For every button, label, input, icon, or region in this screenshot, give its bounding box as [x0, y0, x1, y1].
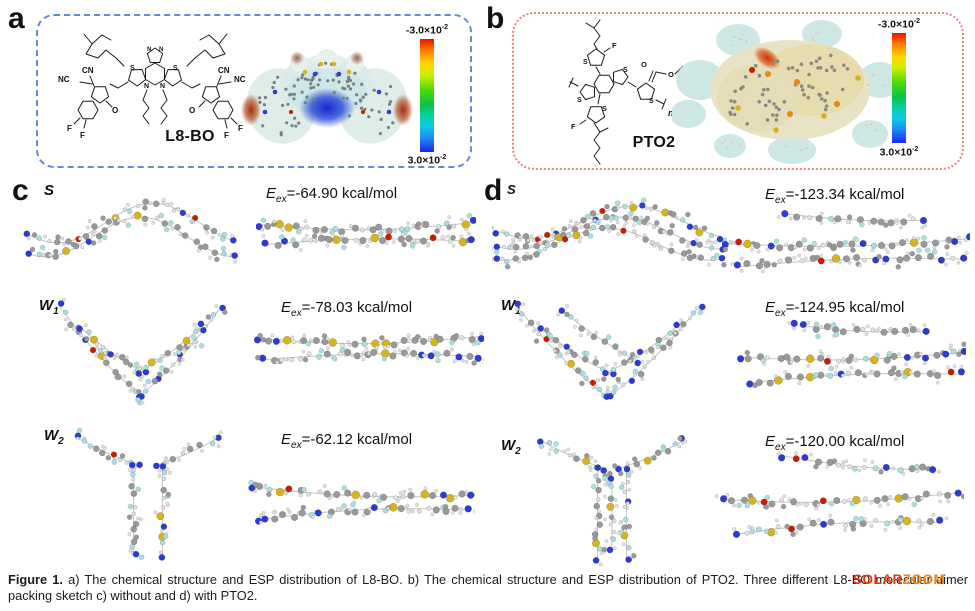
svg-text:F: F [224, 131, 229, 140]
dimer-top-view-c-s [23, 197, 240, 264]
svg-text:S: S [583, 59, 588, 66]
panel-d-label: d [484, 174, 503, 207]
trimer-side-view-d-s [722, 210, 970, 274]
svg-text:N: N [144, 83, 149, 90]
svg-text:S: S [130, 65, 135, 72]
watermark-part1: SOLAR [853, 572, 903, 587]
watermark: SOLARZOOM [853, 572, 945, 588]
config-label-c-w1: W1 [39, 297, 59, 317]
svg-text:F: F [80, 131, 85, 140]
l8bo-esp-surface [241, 49, 413, 144]
svg-text:O: O [668, 70, 674, 79]
svg-text:F: F [571, 122, 576, 131]
trimer-top-view-d-s [492, 197, 727, 270]
svg-text:n: n [668, 108, 674, 118]
trimer-top-view-d-w1 [514, 300, 706, 401]
energy-label-c-w1: Eex=-78.03 kcal/mol [281, 299, 413, 319]
esp-colorbar-b: -3.0×10-2 3.0×10-2 [856, 18, 942, 168]
config-label-d-s: S [507, 182, 516, 197]
trimer-top-view-d-w2 [536, 434, 688, 567]
svg-text:CN: CN [82, 66, 94, 75]
svg-text:S: S [649, 98, 654, 105]
colorbar-top-label: -3.0×10-2 [877, 18, 921, 31]
svg-text:S: S [577, 97, 582, 104]
colorbar-bottom-label: 3.0×10-2 [879, 146, 919, 159]
svg-text:O: O [112, 106, 118, 115]
dimer-top-view-c-w2 [74, 427, 223, 561]
panel-c-label: c [12, 174, 29, 207]
l8bo-name: L8-BO [165, 128, 215, 145]
pto2-name: PTO2 [632, 134, 676, 151]
svg-text:F: F [67, 124, 72, 133]
dimer-side-view-c-s [256, 213, 476, 252]
svg-text:S: S [173, 65, 178, 72]
svg-text:N: N [159, 47, 163, 53]
energy-label-c-s: Eex=-64.90 kcal/mol [266, 185, 398, 205]
dimer-side-view-c-w1 [253, 331, 484, 366]
svg-text:S: S [623, 67, 628, 74]
config-label-c-s: S [44, 182, 55, 199]
energy-label-c-w2: Eex=-62.12 kcal/mol [281, 431, 413, 451]
colorbar-bottom-label: 3.0×10-2 [407, 154, 447, 167]
svg-text:NC: NC [58, 75, 70, 84]
panel-a-box: S S N N N N O F F CN NC O F F CN NC L8-BO -3 [36, 14, 472, 168]
figure-caption: Figure 1. a) The chemical structure and … [8, 572, 968, 604]
svg-text:O: O [189, 106, 195, 115]
dimer-side-view-c-w2 [248, 479, 475, 525]
trimer-side-view-d-w2 [714, 451, 964, 538]
config-label-d-w1: W1 [501, 297, 521, 317]
caption-figure-number: Figure 1. [8, 572, 63, 587]
watermark-part2: ZOOM [902, 572, 946, 587]
svg-text:N: N [147, 47, 151, 53]
svg-text:F: F [612, 41, 617, 50]
panel-b-label: b [486, 2, 505, 35]
pto2-esp-surface [672, 20, 902, 164]
svg-text:NC: NC [234, 75, 246, 84]
svg-text:F: F [238, 124, 243, 133]
config-label-c-w2: W2 [44, 427, 64, 447]
svg-text:O: O [641, 60, 647, 69]
svg-text:N: N [160, 83, 165, 90]
colorbar-gradient [420, 39, 434, 152]
config-label-d-w2: W2 [501, 437, 521, 457]
panel-a-label: a [8, 2, 25, 35]
colorbar-top-label: -3.0×10-2 [405, 24, 449, 37]
trimer-side-view-d-w1 [736, 319, 966, 389]
svg-text:S: S [602, 106, 607, 113]
esp-colorbar-a: -3.0×10-2 3.0×10-2 [384, 24, 470, 170]
energy-label-d-s: Eex=-123.34 kcal/mol [765, 186, 905, 206]
dimer-top-view-c-w1 [57, 297, 228, 406]
svg-text:CN: CN [218, 66, 230, 75]
energy-label-d-w2: Eex=-120.00 kcal/mol [765, 433, 905, 453]
energy-label-d-w1: Eex=-124.95 kcal/mol [765, 299, 905, 319]
caption-text: a) The chemical structure and ESP distri… [8, 572, 968, 603]
colorbar-gradient [892, 33, 906, 143]
